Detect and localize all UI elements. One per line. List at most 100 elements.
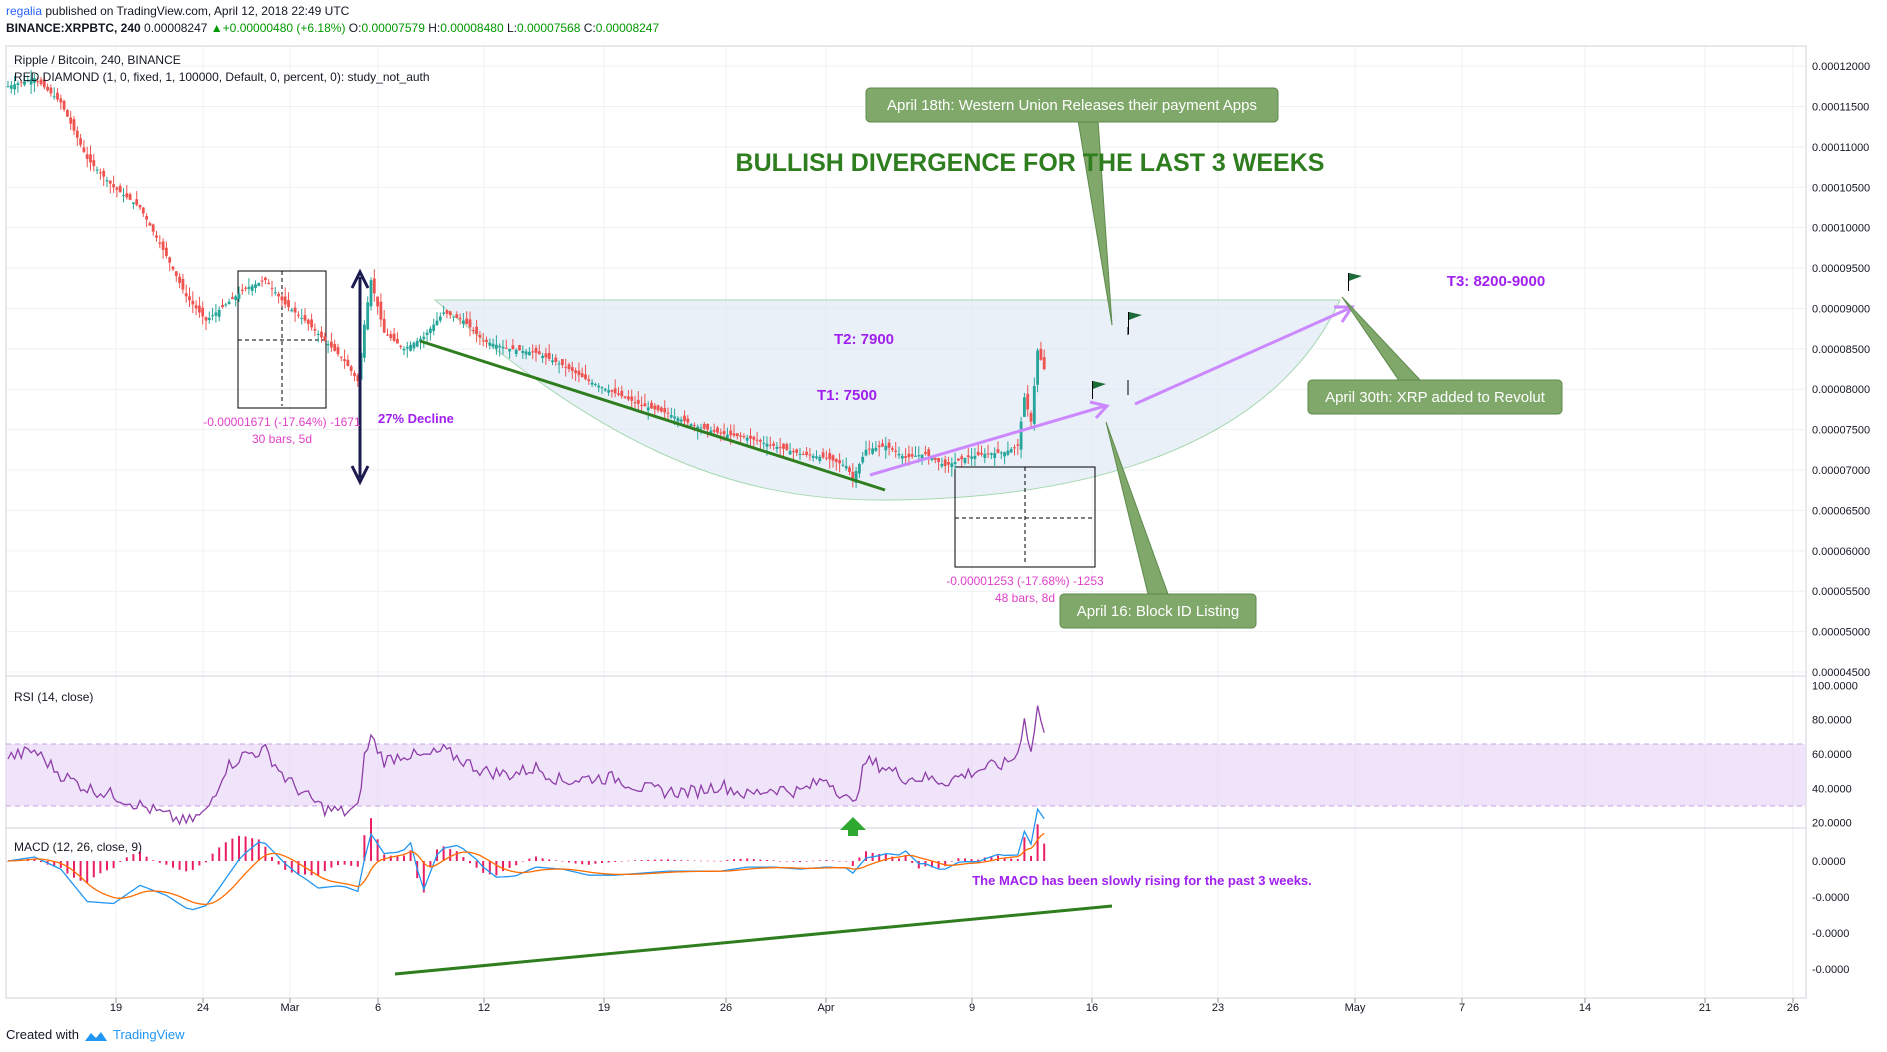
- low-label: L:: [506, 21, 517, 35]
- candle-body: [227, 301, 231, 305]
- candle-body: [716, 427, 719, 433]
- macd-bar: [79, 861, 82, 881]
- candle-body: [19, 81, 23, 83]
- open-value: 0.00007579: [361, 21, 425, 35]
- candle-body: [580, 373, 584, 378]
- measure-1-bars: 30 bars, 5d: [252, 432, 312, 446]
- macd-bar: [185, 861, 188, 872]
- macd-bar: [469, 861, 471, 864]
- candle-body: [719, 432, 723, 434]
- candle-body: [145, 216, 148, 220]
- macd-bar: [700, 860, 702, 862]
- price-axis: 0.00012000 0.00011500 0.00011000 0.00010500…: [1812, 61, 1870, 679]
- candle-body: [617, 393, 620, 395]
- candle-body: [673, 416, 676, 419]
- measure-1-value: -0.00001671 (-17.64%) -1671: [203, 415, 361, 429]
- candle-body: [498, 345, 502, 348]
- macd-bar: [323, 861, 326, 872]
- macd-bar: [152, 860, 155, 861]
- candle-body: [610, 390, 614, 392]
- candle-body: [135, 199, 139, 205]
- macd-bar: [106, 861, 108, 871]
- macd-bar: [1010, 858, 1013, 861]
- candle-body: [603, 388, 607, 391]
- candle-body: [656, 405, 660, 411]
- candle-body: [904, 456, 907, 458]
- tradingview-logo-icon: [84, 1029, 107, 1041]
- macd-bar: [403, 855, 405, 861]
- candle-body: [712, 429, 716, 432]
- candle-body: [597, 385, 601, 388]
- macd-tick-label: 0.0000: [1812, 856, 1846, 868]
- candle-body: [277, 293, 280, 297]
- candle-body: [980, 452, 983, 455]
- macd-bar: [838, 861, 841, 862]
- macd-bar: [310, 861, 313, 876]
- candle-body: [75, 130, 79, 138]
- candle-body: [841, 464, 845, 466]
- author-link[interactable]: regalia: [6, 4, 43, 18]
- rsi-line: [7, 705, 1045, 826]
- measure-2-bars: 48 bars, 8d: [995, 591, 1055, 605]
- macd-bar: [964, 858, 966, 861]
- candle-body: [1006, 450, 1010, 455]
- macd-bar: [1043, 843, 1046, 861]
- macd-bar: [475, 861, 478, 868]
- macd-bar: [957, 858, 960, 861]
- candle-body: [702, 423, 706, 429]
- candle-body: [237, 293, 241, 299]
- macd-bar: [112, 861, 115, 869]
- candle-body: [478, 334, 482, 338]
- macd-bar: [713, 860, 716, 862]
- macd-bar: [363, 835, 366, 861]
- macd-bar: [673, 859, 676, 861]
- macd-bar: [680, 860, 683, 861]
- candle-body: [1013, 447, 1016, 449]
- candle-body: [993, 453, 997, 459]
- candle-body: [920, 454, 924, 460]
- rsi-tick-label: 60.0000: [1812, 749, 1852, 761]
- candle-body: [646, 407, 650, 411]
- macd-bar: [191, 861, 194, 870]
- candle-body: [650, 402, 653, 409]
- candle-body: [986, 453, 990, 455]
- candle-body: [247, 286, 251, 290]
- candle-body: [554, 357, 558, 362]
- flag-icon: [1348, 273, 1362, 291]
- candle-body: [224, 304, 228, 306]
- candle-body: [1032, 386, 1036, 424]
- candle-body: [752, 436, 756, 440]
- macd-bar: [865, 851, 867, 861]
- candle-body: [448, 311, 452, 316]
- candle-body: [831, 455, 835, 461]
- callout-revolut: [1307, 379, 1563, 415]
- candle-body: [300, 317, 304, 319]
- macd-bar: [33, 858, 36, 861]
- candle-body: [745, 437, 749, 441]
- candle-body: [947, 462, 950, 465]
- candle-body: [699, 427, 703, 429]
- tradingview-link[interactable]: TradingView: [112, 1026, 185, 1042]
- up-arrow-icon: [840, 817, 866, 836]
- macd-tick-label: -0.0000: [1812, 964, 1849, 976]
- candle-body: [927, 449, 931, 456]
- macd-bar: [205, 861, 207, 863]
- time-tick-label: 9: [969, 1002, 975, 1014]
- candle-body: [82, 147, 86, 152]
- macd-bar: [759, 859, 762, 861]
- candle-body: [79, 138, 82, 145]
- macd-bar: [356, 861, 359, 867]
- price-tick-label: 0.00007000: [1812, 465, 1870, 477]
- candle-body: [244, 287, 247, 289]
- candle-body: [551, 360, 554, 363]
- macd-bar: [779, 860, 782, 862]
- candle-body: [574, 370, 577, 374]
- candle-body: [884, 445, 888, 451]
- macd-bar: [805, 861, 808, 862]
- macd-bar: [792, 861, 795, 862]
- candle-body: [686, 418, 690, 423]
- candle-body: [887, 442, 891, 448]
- candle-body: [742, 436, 746, 438]
- macd-bar: [574, 861, 577, 864]
